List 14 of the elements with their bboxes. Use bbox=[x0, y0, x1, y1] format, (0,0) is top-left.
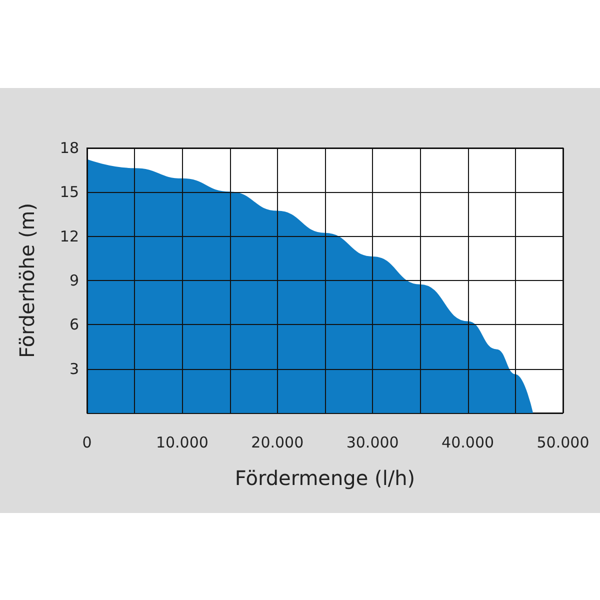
y-tick-label: 9 bbox=[69, 272, 79, 290]
y-tick-label: 6 bbox=[69, 316, 79, 334]
x-tick-label: 20.000 bbox=[251, 434, 304, 452]
y-tick-label: 3 bbox=[69, 360, 79, 378]
x-tick-label: 40.000 bbox=[442, 434, 494, 452]
x-tick-label: 0 bbox=[82, 434, 92, 452]
x-tick-label: 10.000 bbox=[156, 434, 208, 452]
y-tick-label: 18 bbox=[60, 139, 79, 157]
y-tick-label: 15 bbox=[60, 183, 79, 202]
x-tick-label: 50.000 bbox=[536, 434, 590, 452]
x-tick-label: 30.000 bbox=[346, 434, 399, 452]
x-axis-title: Fördermenge (l/h) bbox=[234, 466, 416, 490]
y-tick-label: 12 bbox=[60, 227, 79, 246]
y-axis-title: Förderhöhe (m) bbox=[15, 202, 39, 358]
